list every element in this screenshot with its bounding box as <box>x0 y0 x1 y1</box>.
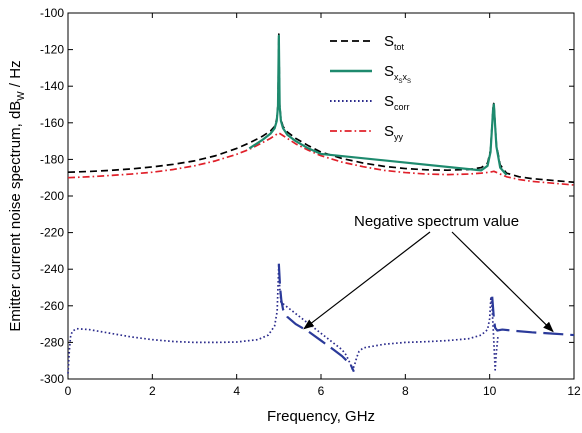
y-tick-label: -160 <box>40 116 64 130</box>
y-tick-label: -220 <box>40 226 64 240</box>
y-tick-label: -240 <box>40 262 64 276</box>
y-axis-label-main: Emitter current noise spectrum, dB <box>7 101 24 332</box>
annotations <box>303 231 554 333</box>
legend-label-scorr: Scorr <box>384 93 410 112</box>
legend-label-syy: Syy <box>384 123 404 142</box>
y-tick-label: -140 <box>40 79 64 93</box>
series-stot-line <box>67 33 575 184</box>
series-sxsxs-line <box>248 34 508 176</box>
series-negative-segment-2 <box>491 296 575 337</box>
series-scorr-line <box>67 262 499 374</box>
legend-label-sxsxs: SxSxS <box>384 63 411 85</box>
annotation-arrow <box>303 231 431 330</box>
y-tick-label: -260 <box>40 299 64 313</box>
y-tick-label: -280 <box>40 335 64 349</box>
annotation-arrow <box>451 231 554 333</box>
x-tick-label: 0 <box>65 384 72 398</box>
y-tick-label: -100 <box>40 6 64 20</box>
x-tick-label: 2 <box>149 384 156 398</box>
y-axis-label-sub: W <box>16 91 27 101</box>
x-tick-label: 10 <box>483 384 497 398</box>
series <box>67 33 575 374</box>
x-tick-label: 4 <box>233 384 240 398</box>
series-negative-segment-1 <box>277 263 355 373</box>
y-tick-label: -200 <box>40 189 64 203</box>
y-tick-label: -180 <box>40 152 64 166</box>
y-tick-label: -300 <box>40 372 64 386</box>
legend-label-stot: Stot <box>384 33 405 52</box>
x-tick-label: 12 <box>567 384 581 398</box>
x-tick-label: 6 <box>318 384 325 398</box>
x-axis-label: Frequency, GHz <box>267 408 375 425</box>
series-syy-line <box>67 132 575 186</box>
y-axis-label: Emitter current noise spectrum, dBW / Hz <box>7 60 27 331</box>
y-axis-label-tail: / Hz <box>7 60 24 91</box>
x-tick-label: 8 <box>402 384 409 398</box>
y-tick-label: -120 <box>40 43 64 57</box>
ticks: 0 2 4 6 8 10 12 -300 -280 -260 -240 -220 -200 -180 -16… <box>40 6 581 398</box>
plot-frame <box>67 12 575 380</box>
annotation-text: Negative spectrum value <box>354 213 519 230</box>
legend: Stot SxSxS Scorr Syy <box>330 33 411 142</box>
